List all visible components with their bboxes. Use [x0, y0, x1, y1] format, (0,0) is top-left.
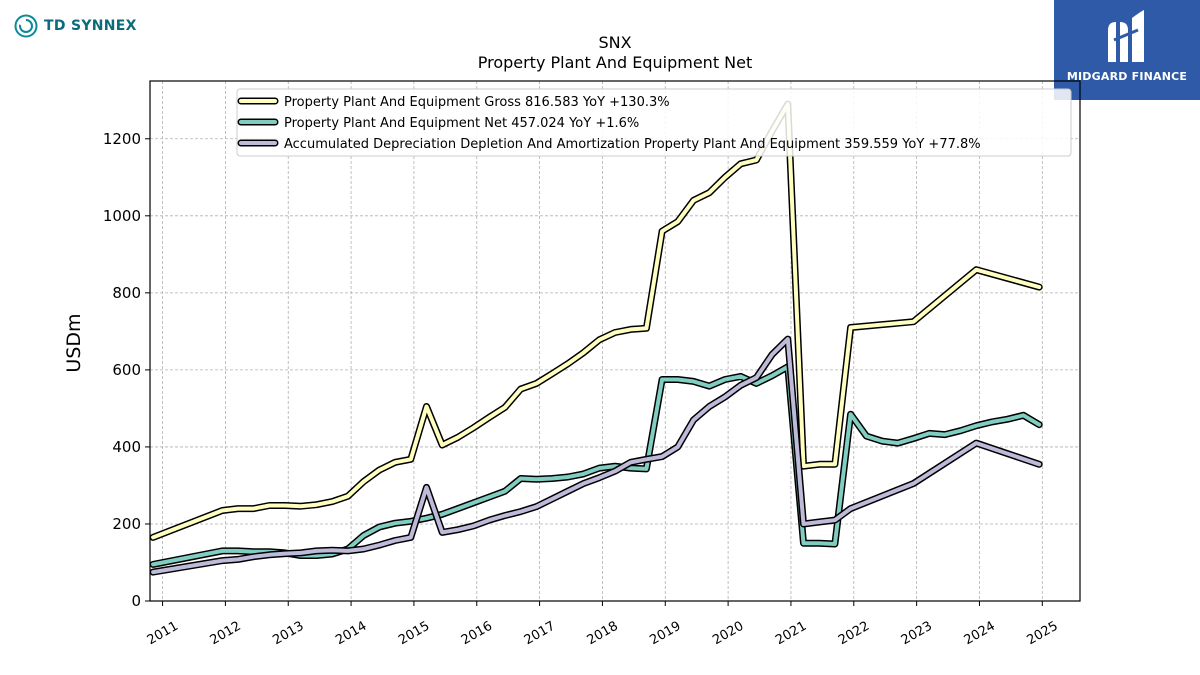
x-tick-label: 2019	[647, 619, 683, 649]
x-tick-label: 2015	[396, 619, 432, 649]
x-tick-label: 2020	[710, 619, 746, 649]
x-tick-label: 2016	[459, 619, 495, 649]
series-outline-1	[149, 363, 1043, 568]
y-tick-label: 800	[112, 284, 141, 302]
legend-label: Property Plant And Equipment Net 457.024…	[284, 116, 639, 131]
y-tick-label: 600	[112, 361, 141, 379]
midgard-finance-badge: MIDGARD FINANCE	[1054, 0, 1200, 100]
series-line-2	[151, 337, 1042, 575]
series-outline-2	[149, 335, 1043, 576]
x-tick-label: 2012	[208, 619, 244, 649]
y-tick-label: 1200	[103, 130, 141, 148]
td-synnex-brand: TD SYNNEX	[14, 14, 137, 38]
x-tick-label: 2014	[333, 619, 369, 649]
y-tick-label: 200	[112, 515, 141, 533]
x-tick-label: 2024	[962, 619, 998, 649]
legend-label: Property Plant And Equipment Gross 816.5…	[284, 95, 670, 110]
td-synnex-logo-text: TD SYNNEX	[44, 18, 137, 34]
td-synnex-logo-icon	[14, 14, 38, 38]
x-tick-label: 2018	[585, 619, 621, 649]
legend-label: Accumulated Depreciation Depletion And A…	[284, 137, 981, 152]
midgard-logo-text: MIDGARD FINANCE	[1066, 70, 1188, 83]
x-tick-label: 2022	[836, 619, 872, 649]
x-tick-label: 2017	[522, 619, 558, 649]
chart-subtitle: Property Plant And Equipment Net	[478, 53, 753, 72]
legend-box	[236, 88, 1072, 157]
x-tick-label: 2011	[145, 619, 181, 649]
y-axis-label: USDm	[63, 313, 85, 372]
midgard-logo-icon	[1108, 10, 1144, 62]
x-tick-label: 2023	[899, 619, 935, 649]
chart-title: SNX	[598, 33, 631, 52]
x-tick-label: 2013	[270, 619, 306, 649]
y-tick-label: 1000	[103, 207, 141, 225]
x-tick-label: 2021	[773, 619, 809, 649]
y-tick-label: 400	[112, 438, 141, 456]
plot-frame	[149, 80, 1081, 602]
legend: Property Plant And Equipment Gross 816.5…	[236, 88, 1072, 157]
gridlines	[150, 81, 1080, 602]
y-tick-label: 0	[131, 592, 141, 610]
series-group	[149, 100, 1043, 576]
x-tick-label: 2025	[1024, 619, 1060, 649]
